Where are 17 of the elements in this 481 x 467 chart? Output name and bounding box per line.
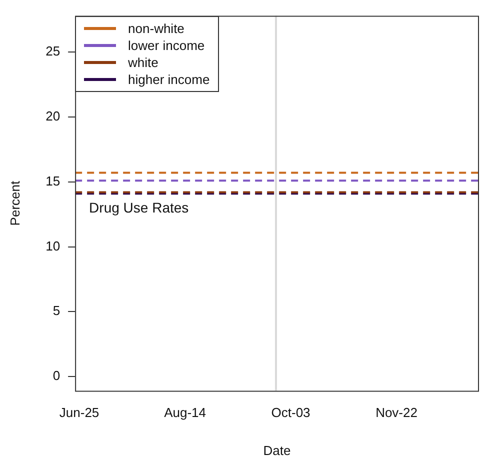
legend-label: lower income xyxy=(128,36,205,54)
y-tick-label: 15 xyxy=(46,173,60,188)
legend-label: white xyxy=(128,54,158,71)
y-tick-label: 25 xyxy=(46,44,60,59)
y-tick-label: 0 xyxy=(52,368,60,384)
y-tick-label: 5 xyxy=(52,303,60,318)
y-axis-title: Percent xyxy=(7,180,22,226)
x-tick-label: Oct-03 xyxy=(271,405,310,420)
x-tick-label: Aug-14 xyxy=(164,405,206,420)
x-axis-title: Date xyxy=(263,442,291,458)
x-tick-label: Nov-22 xyxy=(376,405,418,420)
legend-label: higher income xyxy=(128,70,210,88)
x-tick-label: Jun-25 xyxy=(59,405,100,420)
annotation: Drug Use Rates xyxy=(89,199,189,216)
y-tick-label: 10 xyxy=(46,238,60,254)
legend-label: non-white xyxy=(128,20,184,37)
y-tick-label: 20 xyxy=(46,108,60,124)
